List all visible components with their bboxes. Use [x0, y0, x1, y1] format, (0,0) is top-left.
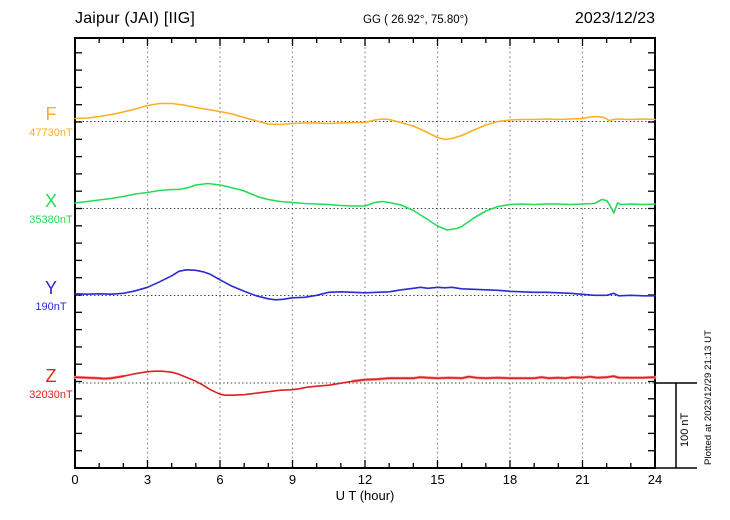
channel-z-label: Z: [45, 366, 57, 386]
channel-x-baseline-value: 35380nT: [29, 214, 73, 226]
x-tick-label: 0: [71, 472, 79, 487]
x-tick-label: 15: [430, 472, 445, 487]
channel-z-baseline-value: 32030nT: [29, 389, 73, 401]
plot-date: 2023/12/23: [574, 10, 655, 27]
x-tick-label: 24: [647, 472, 663, 487]
scale-bar-label: 100 nT: [679, 412, 691, 447]
channel-x-label: X: [44, 191, 57, 211]
channel-y-baseline-value: 190nT: [35, 301, 67, 313]
x-tick-label: 3: [143, 472, 152, 487]
x-tick-label: 9: [288, 472, 297, 487]
x-tick-label: 12: [357, 472, 373, 487]
trace-f: [74, 102, 656, 141]
x-tick-label: 6: [216, 472, 224, 487]
station-title: Jaipur (JAI) [IIG]: [75, 10, 196, 27]
x-tick-label: 18: [502, 472, 518, 487]
trace-x: [74, 182, 656, 231]
plotted-timestamp-note: Plotted at 2023/12/29 21:13 UT: [703, 329, 714, 465]
channel-f-baseline-value: 47730nT: [29, 127, 73, 139]
geographic-coords: GG ( 26.92°, 75.80°): [363, 14, 469, 26]
x-tick-label: 21: [575, 472, 590, 487]
x-axis-title: U T (hour): [335, 488, 395, 503]
channel-f-label: F: [45, 104, 57, 124]
channel-y-label: Y: [44, 278, 57, 298]
trace-y: [74, 268, 656, 301]
trace-z: [74, 370, 656, 397]
